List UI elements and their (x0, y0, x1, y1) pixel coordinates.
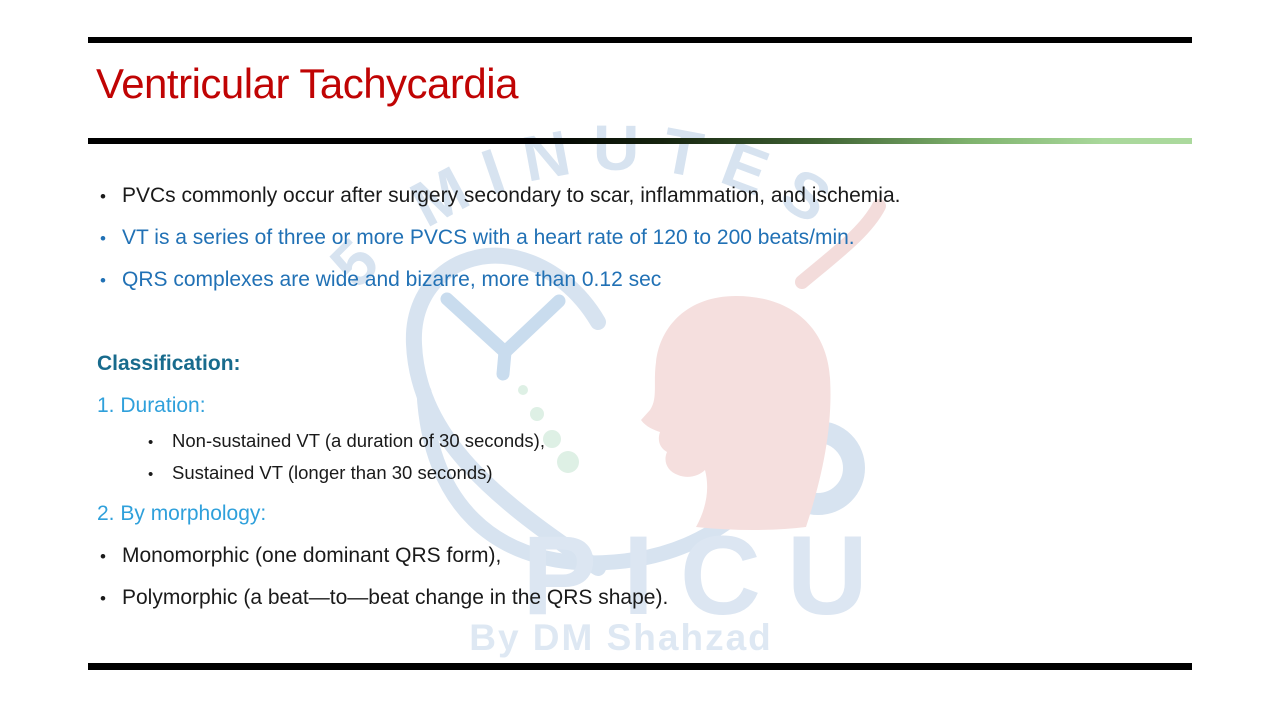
heading-morphology: 2. By morphology: (97, 502, 266, 526)
page-title: Ventricular Tachycardia (96, 60, 518, 107)
bullet-text: Monomorphic (one dominant QRS form), (122, 544, 502, 567)
heading-classification: Classification: (97, 352, 241, 376)
bullet-item-qrs: • QRS complexes are wide and bizarre, mo… (100, 268, 661, 293)
bullet-text: Polymorphic (a beat—to—beat change in th… (122, 586, 669, 609)
bullet-item-polymorphic: • Polymorphic (a beat—to—beat change in … (100, 586, 668, 611)
bullet-text: PVCs commonly occur after surgery second… (122, 184, 901, 207)
bullet-dot: • (100, 547, 106, 566)
bottom-rule (88, 663, 1192, 670)
top-rule (88, 37, 1192, 43)
subbullet-sustained: • Sustained VT (longer than 30 seconds) (148, 461, 493, 487)
bullet-text: Non-sustained VT (a duration of 30 secon… (172, 430, 545, 451)
bullet-text: VT is a series of three or more PVCS wit… (122, 226, 855, 249)
bullet-item-pvcs: • PVCs commonly occur after surgery seco… (100, 184, 900, 209)
subbullet-nonsustained: • Non-sustained VT (a duration of 30 sec… (148, 429, 545, 455)
bullet-item-vt-definition: • VT is a series of three or more PVCS w… (100, 226, 855, 251)
bullet-dot: • (100, 271, 106, 290)
title-divider-rule (88, 138, 1192, 144)
bullet-dot: • (100, 589, 106, 608)
heading-duration: 1. Duration: (97, 394, 206, 418)
bullet-item-monomorphic: • Monomorphic (one dominant QRS form), (100, 544, 501, 569)
bullet-dot: • (148, 434, 154, 451)
bullet-dot: • (100, 187, 106, 206)
heading-text: 1. Duration: (97, 394, 206, 417)
heading-text: 2. By morphology: (97, 502, 267, 525)
bullet-dot: • (148, 466, 154, 483)
bullet-text: Sustained VT (longer than 30 seconds) (172, 462, 493, 483)
bullet-text: QRS complexes are wide and bizarre, more… (122, 268, 662, 291)
heading-text: Classification: (97, 352, 241, 375)
bullet-dot: • (100, 229, 106, 248)
